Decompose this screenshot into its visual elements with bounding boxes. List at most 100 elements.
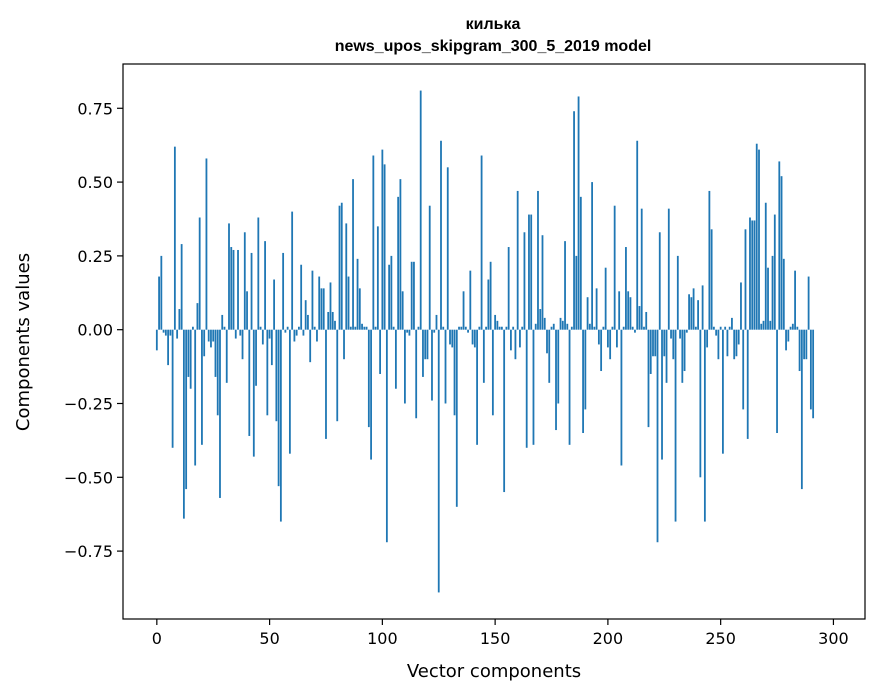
- bar-65: [302, 329, 305, 336]
- bar-200: [606, 329, 609, 348]
- bar-114: [413, 261, 415, 330]
- bar-228: [670, 329, 672, 339]
- bar-216: [643, 326, 645, 330]
- bar-33: [230, 247, 233, 330]
- bar-62: [295, 329, 298, 336]
- plot-frame: [122, 63, 866, 620]
- bar-146: [485, 326, 487, 330]
- bar-36: [237, 249, 239, 330]
- bar-238: [692, 288, 695, 330]
- bar-283: [794, 270, 796, 330]
- bar-289: [807, 276, 810, 330]
- bar-220: [652, 329, 654, 357]
- bar-68: [309, 329, 312, 363]
- bar-241: [699, 329, 702, 478]
- bar-55: [279, 329, 282, 522]
- bar-59: [288, 329, 291, 454]
- bar-211: [631, 326, 634, 330]
- bar-226: [665, 329, 668, 383]
- bar-151: [496, 320, 499, 330]
- bar-280: [787, 329, 790, 342]
- bar-215: [640, 208, 643, 330]
- bar-247: [712, 326, 715, 330]
- bar-69: [311, 270, 314, 330]
- bar-45: [257, 217, 260, 330]
- bar-225: [663, 329, 666, 357]
- bar-5: [167, 329, 169, 366]
- bar-170: [539, 309, 542, 330]
- bar-253: [726, 329, 729, 357]
- bar-141: [473, 329, 476, 348]
- bar-197: [600, 329, 603, 372]
- bar-95: [370, 329, 372, 460]
- bar-49: [266, 329, 269, 416]
- bar-87: [352, 179, 354, 330]
- bar-274: [773, 214, 776, 330]
- y-tick-label: −0.75: [64, 542, 113, 561]
- bar-268: [760, 323, 763, 330]
- bar-47: [261, 329, 264, 345]
- bar-15: [189, 329, 192, 389]
- bar-246: [710, 229, 713, 330]
- bar-160: [516, 190, 519, 330]
- bar-99: [379, 329, 381, 374]
- bar-2: [160, 255, 163, 330]
- bar-84: [345, 223, 348, 330]
- bar-119: [424, 329, 427, 360]
- bar-164: [525, 329, 528, 448]
- bar-169: [537, 190, 539, 330]
- bar-221: [654, 329, 657, 357]
- bar-80: [336, 329, 339, 422]
- y-tick-label: −0.50: [64, 468, 113, 487]
- bar-157: [510, 329, 512, 351]
- y-axis-ticks: 0.75 0.50 0.25 0.00 −0.25 −0.50 −0.75: [64, 99, 123, 561]
- bar-132: [453, 329, 456, 416]
- bar-108: [399, 179, 402, 330]
- bar-212: [634, 329, 636, 333]
- bar-185: [573, 111, 575, 330]
- bar-264: [751, 220, 754, 330]
- bar-77: [329, 282, 332, 330]
- bar-128: [444, 329, 447, 404]
- bar-196: [597, 329, 600, 345]
- bar-278: [782, 258, 785, 330]
- y-tick-label: 0.00: [77, 321, 113, 340]
- bar-130: [449, 329, 451, 345]
- bar-12: [182, 329, 185, 519]
- bar-61: [293, 329, 296, 342]
- bar-237: [690, 297, 693, 330]
- bar-207: [622, 326, 625, 330]
- bar-262: [746, 329, 749, 439]
- bar-52: [273, 279, 275, 330]
- bar-180: [561, 320, 564, 330]
- bar-149: [491, 329, 494, 416]
- bar-98: [376, 226, 379, 330]
- bar-234: [683, 329, 686, 372]
- bar-138: [467, 329, 469, 333]
- bar-81: [338, 205, 341, 330]
- bar-205: [618, 291, 621, 330]
- bar-10: [178, 309, 181, 330]
- bar-288: [805, 329, 808, 360]
- bar-123: [433, 329, 436, 333]
- bar-73: [320, 288, 323, 330]
- bar-142: [476, 329, 478, 445]
- bar-64: [300, 264, 303, 330]
- bar-236: [688, 294, 690, 330]
- bar-161: [519, 329, 521, 348]
- bar-223: [658, 232, 661, 330]
- bar-135: [460, 326, 463, 330]
- bar-124: [435, 314, 438, 330]
- bar-116: [417, 326, 420, 330]
- bar-136: [462, 291, 465, 330]
- bar-171: [541, 235, 544, 330]
- bar-17: [194, 329, 197, 466]
- bar-193: [591, 182, 593, 330]
- bar-127: [442, 326, 445, 330]
- bar-13: [185, 329, 188, 490]
- x-tick-label: 50: [259, 629, 279, 648]
- bar-22: [205, 158, 208, 330]
- y-tick-label: 0.25: [77, 247, 113, 266]
- bar-286: [800, 329, 803, 490]
